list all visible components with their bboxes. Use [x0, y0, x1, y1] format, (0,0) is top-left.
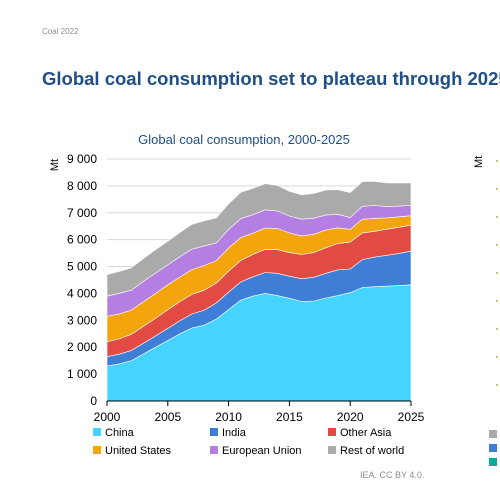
legend-swatch: [328, 428, 336, 436]
legend-swatch: [210, 446, 218, 454]
legend-swatch: [328, 446, 336, 454]
y-tick-label: 4 000: [67, 286, 97, 300]
y-axis-label: Mt: [49, 159, 61, 171]
y-tick-label: 8 000: [67, 179, 97, 193]
report-source-label: Coal 2022: [42, 27, 79, 36]
x-tick-label: 2005: [154, 410, 181, 424]
credit-text: IEA. CC BY 4.0.: [360, 470, 425, 480]
legend-item: Rest of world: [328, 445, 404, 457]
y-tick-label: 9 000: [67, 152, 97, 166]
legend-swatch: [210, 428, 218, 436]
adjacent-chart-edge: Mt: [470, 150, 500, 470]
y-tick-label: 7 000: [67, 206, 97, 220]
legend-label: Other Asia: [340, 427, 392, 439]
y-tick-label: 6 000: [67, 233, 97, 247]
legend-item: European Union: [210, 445, 302, 457]
legend-item: China: [93, 427, 134, 439]
area-series: [106, 180, 412, 402]
legend-swatch: [93, 446, 101, 454]
area-rest-of-world: [106, 180, 412, 297]
y-tick-label: 3 000: [67, 313, 97, 327]
legend-label: China: [105, 427, 134, 439]
x-tick-label: 2010: [215, 410, 242, 424]
x-tick-label: 2015: [276, 410, 303, 424]
y-tick-label: 0: [90, 394, 97, 408]
legend-label: India: [222, 427, 246, 439]
x-tick-label: 2020: [337, 410, 364, 424]
x-tick-label: 2000: [94, 410, 121, 424]
legend-item: India: [210, 427, 246, 439]
legend-item: United States: [93, 445, 171, 457]
chart-title: Global coal consumption, 2000-2025: [138, 132, 350, 147]
axes: 0 1 000 2 000 3 000 4 000 5 000 6 000 7 000 8 00…: [67, 152, 425, 424]
legend-swatch: [93, 428, 101, 436]
y-tick-label: 5 000: [67, 260, 97, 274]
x-tick-label: 2025: [398, 410, 425, 424]
adjacent-y-label: Mt: [473, 156, 485, 168]
legend-item: Other Asia: [328, 427, 391, 439]
legend-label: European Union: [222, 445, 302, 457]
page-headline: Global coal consumption set to plateau t…: [42, 68, 500, 89]
y-tick-label: 2 000: [67, 340, 97, 354]
y-tick-label: 1 000: [67, 367, 97, 381]
legend-label: Rest of world: [340, 445, 405, 457]
legend-label: United States: [105, 445, 172, 457]
